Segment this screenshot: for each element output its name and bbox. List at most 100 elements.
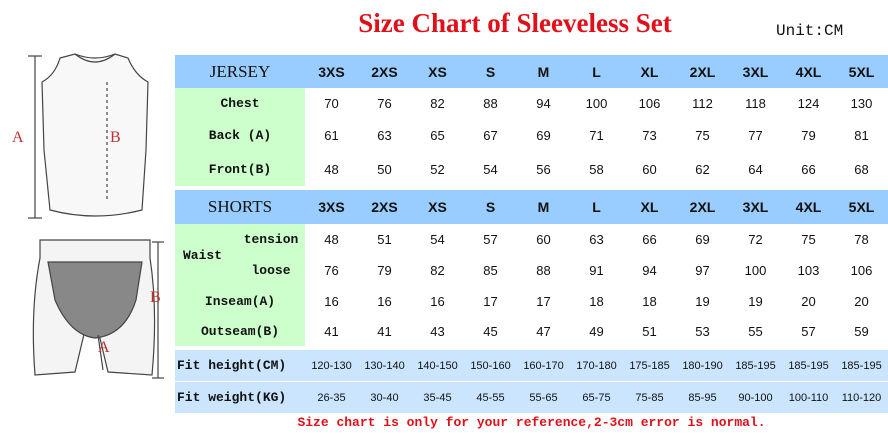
size-header: 2XS	[358, 55, 411, 88]
value: 118	[745, 95, 766, 111]
value: 62	[695, 161, 710, 177]
value: 16	[324, 293, 339, 309]
value: 48	[324, 161, 339, 177]
size-header: 4XL	[782, 190, 835, 224]
value: 41	[324, 323, 339, 339]
value: 78	[854, 232, 869, 247]
value: 61	[324, 127, 339, 143]
value: 41	[377, 323, 392, 339]
note: Size chart is only for your reference,2-…	[297, 415, 766, 430]
value: 185-195	[835, 350, 888, 381]
row-label: Fit weight(KG)	[175, 382, 305, 413]
value: 18	[642, 293, 657, 309]
size-header: L	[570, 55, 623, 88]
size-header: L	[570, 190, 623, 224]
value: 17	[483, 293, 498, 309]
value: 112	[692, 95, 713, 111]
value: 106	[850, 263, 873, 278]
value: 77	[748, 127, 763, 143]
value: 54	[430, 232, 445, 247]
value: 63	[377, 127, 392, 143]
value: 57	[483, 232, 498, 247]
size-header: 2XS	[358, 190, 411, 224]
value: 75-85	[623, 382, 676, 413]
value: 180-190	[676, 350, 729, 381]
value: 100	[585, 95, 608, 111]
value: 82	[430, 95, 445, 111]
value: 54	[483, 161, 498, 177]
value: 66	[801, 161, 816, 177]
value: 60	[536, 232, 551, 247]
size-header: M	[517, 55, 570, 88]
value: 175-185	[623, 350, 676, 381]
value: 19	[748, 293, 763, 309]
value: 170-180	[570, 350, 623, 381]
section-heading: JERSEY	[175, 55, 305, 88]
value: 81	[854, 127, 869, 143]
value: 94	[642, 263, 657, 278]
value: 20	[801, 293, 816, 309]
value: 69	[536, 127, 551, 143]
value: 64	[748, 161, 763, 177]
value: 73	[642, 127, 657, 143]
row-label: Front(B)	[175, 152, 305, 186]
value: 85-95	[676, 382, 729, 413]
value: 55-65	[517, 382, 570, 413]
value: 55	[748, 323, 763, 339]
size-header: M	[517, 190, 570, 224]
value: 45-55	[464, 382, 517, 413]
title: Size Chart of Sleeveless Set	[358, 8, 672, 38]
row-label: Fit height(CM)	[175, 350, 305, 381]
figure-label: A	[98, 339, 110, 356]
figure-label: B	[150, 289, 161, 306]
value: 100	[744, 263, 767, 278]
value: 35-45	[411, 382, 464, 413]
value: 20	[854, 293, 869, 309]
unit: Unit:CM	[776, 22, 844, 40]
value: 120-130	[305, 350, 358, 381]
row-sublabel: tension	[243, 232, 299, 247]
value: 97	[695, 263, 710, 278]
figure-label: B	[110, 129, 121, 146]
size-header: 3XL	[729, 190, 782, 224]
value: 91	[589, 263, 604, 278]
size-header: XS	[411, 55, 464, 88]
size-header: 4XL	[782, 55, 835, 88]
value: 18	[589, 293, 604, 309]
value: 75	[695, 127, 710, 143]
row-label: Waist	[175, 224, 305, 286]
value: 69	[695, 232, 710, 247]
value: 66	[642, 232, 657, 247]
value: 160-170	[517, 350, 570, 381]
size-header: 2XL	[676, 55, 729, 88]
size-header: 3XS	[305, 190, 358, 224]
size-header: S	[464, 55, 517, 88]
value: 82	[430, 263, 445, 278]
value: 67	[483, 127, 498, 143]
value: 45	[483, 323, 498, 339]
value: 140-150	[411, 350, 464, 381]
value: 59	[854, 323, 869, 339]
value: 79	[377, 263, 392, 278]
value: 106	[638, 95, 661, 111]
value: 26-35	[305, 382, 358, 413]
value: 19	[695, 293, 710, 309]
size-header: 5XL	[835, 55, 888, 88]
value: 17	[536, 293, 551, 309]
value: 90-100	[729, 382, 782, 413]
value: 60	[642, 161, 657, 177]
value: 57	[801, 323, 816, 339]
value: 94	[536, 95, 551, 111]
value: 76	[324, 263, 339, 278]
value: 150-160	[464, 350, 517, 381]
row-label: Inseam(A)	[175, 286, 305, 316]
value: 58	[589, 161, 604, 177]
size-header: 5XL	[835, 190, 888, 224]
value: 130	[850, 95, 873, 111]
value: 100-110	[782, 382, 835, 413]
value: 88	[536, 263, 551, 278]
value: 53	[695, 323, 710, 339]
value: 65	[430, 127, 445, 143]
value: 52	[430, 161, 445, 177]
value: 65-75	[570, 382, 623, 413]
